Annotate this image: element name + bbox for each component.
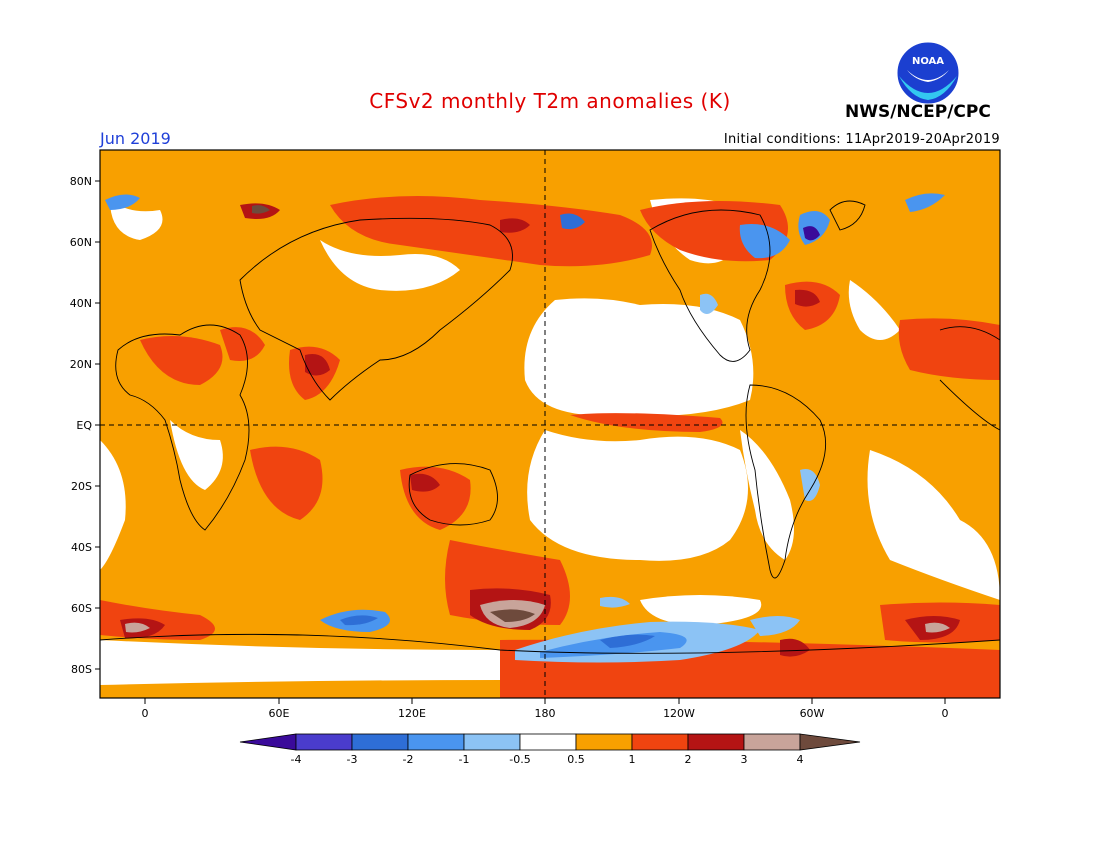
lon-tick-label: 60W bbox=[800, 707, 825, 720]
colorbar-segment bbox=[463, 733, 521, 751]
colorbar-segment bbox=[295, 733, 353, 751]
lat-tick-label: 80S bbox=[71, 663, 92, 676]
noaa-logo-text: NOAA bbox=[912, 56, 944, 67]
forecast-month: Jun 2019 bbox=[100, 129, 171, 148]
colorbar-segment bbox=[799, 733, 861, 751]
anomaly-field bbox=[100, 150, 1000, 698]
colorbar-label: -4 bbox=[291, 753, 302, 766]
positive-4-region bbox=[490, 609, 535, 622]
colorbar-segment bbox=[519, 733, 577, 751]
lat-tick-label: 60N bbox=[70, 236, 92, 249]
colorbar-segment bbox=[239, 733, 297, 751]
colorbar-label: 0.5 bbox=[567, 753, 585, 766]
colorbar-label: -3 bbox=[347, 753, 358, 766]
lon-tick-label: 180 bbox=[535, 707, 556, 720]
colorbar-label: 3 bbox=[741, 753, 748, 766]
lat-tick-label: EQ bbox=[76, 419, 92, 432]
lon-tick-label: 0 bbox=[942, 707, 949, 720]
lon-tick-label: 120E bbox=[398, 707, 426, 720]
positive-4-region-b bbox=[252, 205, 270, 214]
colorbar-label: -1 bbox=[459, 753, 470, 766]
lat-tick-label: 20N bbox=[70, 358, 92, 371]
colorbar-label: -2 bbox=[403, 753, 414, 766]
lat-tick-label: 40N bbox=[70, 297, 92, 310]
colorbar-label: 1 bbox=[629, 753, 636, 766]
latitude-axis: 80N 60N 40N 20N EQ 20S 40S 60S 80S bbox=[70, 175, 100, 676]
colorbar-label: -0.5 bbox=[509, 753, 530, 766]
colorbar-label: 2 bbox=[685, 753, 692, 766]
colorbar-segment bbox=[351, 733, 409, 751]
lat-tick-label: 20S bbox=[71, 480, 92, 493]
positive-3-region-c bbox=[925, 622, 950, 633]
lat-tick-label: 60S bbox=[71, 602, 92, 615]
lon-tick-label: 120W bbox=[663, 707, 695, 720]
colorbar-label: 4 bbox=[797, 753, 804, 766]
colorbar: -4 -3 -2 -1 -0.5 0.5 1 2 3 4 bbox=[239, 733, 861, 766]
longitude-axis: 0 60E 120E 180 120W 60W 0 bbox=[142, 698, 949, 720]
coastlines bbox=[100, 200, 1000, 654]
map-frame bbox=[99, 149, 1001, 699]
positive-1-regions bbox=[100, 196, 1000, 698]
lon-tick-label: 0 bbox=[142, 707, 149, 720]
colorbar-segment bbox=[407, 733, 465, 751]
positive-3-region-b bbox=[125, 622, 150, 633]
initial-conditions: Initial conditions: 11Apr2019-20Apr2019 bbox=[723, 132, 1000, 147]
noaa-logo: NOAA bbox=[895, 40, 961, 110]
colorbar-segment bbox=[743, 733, 801, 751]
agency-label: NWS/NCEP/CPC bbox=[845, 102, 991, 122]
lat-tick-label: 80N bbox=[70, 175, 92, 188]
lat-tick-label: 40S bbox=[71, 541, 92, 554]
colorbar-segment bbox=[575, 733, 633, 751]
colorbar-segment bbox=[687, 733, 745, 751]
lon-tick-label: 60E bbox=[269, 707, 290, 720]
map-title: CFSv2 monthly T2m anomalies (K) bbox=[369, 89, 731, 113]
colorbar-segment bbox=[631, 733, 689, 751]
